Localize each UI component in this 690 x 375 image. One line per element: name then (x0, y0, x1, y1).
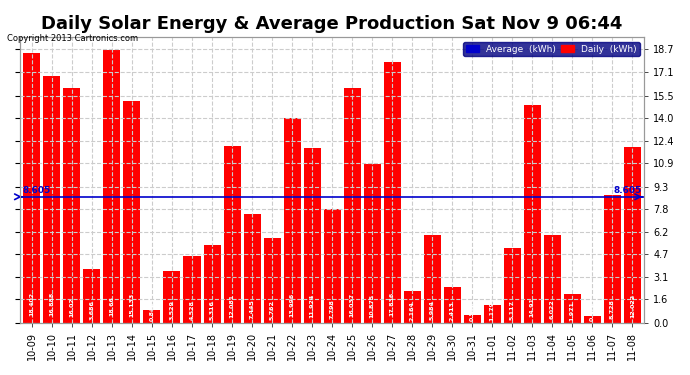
Text: 10.875: 10.875 (370, 294, 375, 318)
Bar (83, 269, 101, 323)
Bar (464, 315, 481, 323)
Text: 3.686: 3.686 (90, 300, 95, 320)
Text: 2.413: 2.413 (450, 301, 455, 321)
Title: Daily Solar Energy & Average Production Sat Nov 9 06:44: Daily Solar Energy & Average Production … (41, 15, 623, 33)
Text: 5.117: 5.117 (510, 300, 515, 320)
Legend: Average  (kWh), Daily  (kWh): Average (kWh), Daily (kWh) (463, 42, 640, 56)
Bar (224, 146, 241, 323)
Text: 16.037: 16.037 (350, 292, 355, 316)
Bar (284, 118, 301, 323)
Text: 1.179: 1.179 (490, 301, 495, 321)
Text: 18.402: 18.402 (30, 292, 34, 316)
Bar (584, 316, 601, 323)
Bar (104, 50, 121, 323)
Bar (564, 294, 581, 323)
Bar (604, 195, 621, 323)
Text: 5.984: 5.984 (430, 300, 435, 320)
Text: 7.798: 7.798 (330, 299, 335, 319)
Text: 11.924: 11.924 (310, 294, 315, 318)
Bar (624, 147, 641, 323)
Text: 17.836: 17.836 (390, 292, 395, 316)
Text: 12.081: 12.081 (230, 294, 235, 318)
Bar (63, 88, 81, 323)
Bar (144, 310, 161, 323)
Text: 3.529: 3.529 (170, 300, 175, 320)
Text: 8.728: 8.728 (610, 299, 615, 319)
Text: 8.605: 8.605 (613, 186, 641, 195)
Bar (364, 164, 381, 323)
Text: Copyright 2013 Cartronics.com: Copyright 2013 Cartronics.com (7, 34, 138, 43)
Text: 1.971: 1.971 (570, 301, 575, 321)
Bar (504, 248, 521, 323)
Bar (444, 287, 461, 323)
Text: 5.762: 5.762 (270, 300, 275, 320)
Bar (484, 306, 501, 323)
Bar (544, 235, 561, 323)
Bar (244, 214, 261, 323)
Text: 12.022: 12.022 (630, 294, 635, 318)
Text: 16.888: 16.888 (50, 292, 55, 316)
Text: 7.445: 7.445 (250, 299, 255, 319)
Bar (304, 148, 321, 323)
Text: 0.478: 0.478 (590, 302, 595, 321)
Text: 0.846: 0.846 (150, 301, 155, 321)
Text: 14.91: 14.91 (530, 297, 535, 317)
Text: 16.02: 16.02 (70, 297, 75, 316)
Bar (384, 62, 401, 323)
Text: 2.164: 2.164 (410, 301, 415, 321)
Text: 18.66: 18.66 (110, 296, 115, 316)
Bar (264, 238, 281, 323)
Text: 6.022: 6.022 (550, 300, 555, 320)
Bar (324, 209, 341, 323)
Text: 15.133: 15.133 (130, 292, 135, 317)
Bar (204, 245, 221, 323)
Bar (404, 291, 421, 323)
Bar (43, 75, 61, 323)
Text: 13.996: 13.996 (290, 293, 295, 317)
Bar (124, 101, 141, 323)
Bar (184, 256, 201, 323)
Text: 5.316: 5.316 (210, 300, 215, 320)
Bar (164, 271, 181, 323)
Text: 8.605: 8.605 (23, 186, 51, 195)
Bar (524, 105, 541, 323)
Bar (424, 235, 441, 323)
Bar (344, 88, 361, 323)
Text: 0.554: 0.554 (470, 302, 475, 321)
Bar (23, 53, 41, 323)
Text: 4.528: 4.528 (190, 300, 195, 320)
